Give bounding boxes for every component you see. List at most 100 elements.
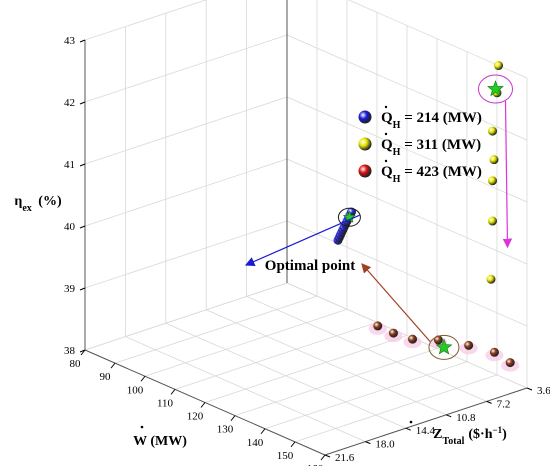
wall-gridline [84,220,288,289]
c-axis-label-unit: ($·h [468,427,492,442]
optimal-star [435,338,453,355]
c-tick-label: 10.8 [456,412,476,424]
z-tick-label: 41 [64,159,75,171]
legend-label: QH = 311 (MW) [381,137,481,158]
legend-label-dot [384,105,388,109]
c-tick [324,454,331,458]
w-tick-label: 150 [277,450,294,462]
optimal-ring [428,334,460,360]
z-tick-label: 40 [64,221,76,233]
c-tick [446,414,452,418]
optimal-ring [478,74,513,104]
data-point [433,335,443,345]
z-axis-label-sub: ex [22,203,31,214]
w-tick [140,375,146,382]
wall-gridline [84,0,207,41]
floor-gridline [114,295,318,364]
w-tick-label: 80 [70,358,82,370]
wall-gridline [286,96,528,203]
c-tick [526,387,533,391]
w-tick [110,362,116,369]
z-axis-label: ηex (%) [14,194,62,214]
w-tick-label: 160 [307,463,324,466]
data-point [464,340,474,350]
z-tick [79,101,86,105]
data-point [488,176,497,186]
data-point [488,126,497,136]
floor-gridline [206,309,447,416]
arrow-to-optimal [244,214,360,267]
wall-gridline [84,96,288,165]
legend-label-sub: H [393,120,401,131]
w-tick-label: 120 [187,411,204,423]
c-tick-label: 7.2 [497,398,511,410]
wall-gridline [286,158,528,265]
floor-gridline [234,348,438,417]
arrow-to-optimal [502,101,513,249]
z-tick-label: 42 [64,97,75,109]
w-tick-label: 110 [157,397,174,409]
c-axis-label: ZTotal ($·h−1) [433,425,507,447]
data-point [488,216,497,226]
wall-gridline [84,282,288,351]
data-point [388,328,398,338]
w-tick [290,441,296,448]
floor-gridline [165,322,406,429]
floor-gridline [294,374,498,443]
legend-marker [358,137,372,151]
data-point [489,347,499,357]
legend-label-text: = 423 (MW) [400,164,481,180]
w-tick [170,389,176,395]
w-tick-label: 130 [217,424,234,436]
wall-gridline [286,220,528,327]
c-tick [405,427,411,431]
c-axis-label-end: ) [502,427,507,442]
z-tick-label: 39 [64,283,76,295]
c-tick-label: 3.6 [537,385,550,397]
z-axis-label-unit: (%) [35,194,62,209]
data-point [486,274,496,284]
w-axis-label-dot [140,425,144,429]
c-axis-line [324,387,528,456]
floor-gridline [144,308,348,377]
wall-gridline [286,34,528,141]
c-tick-label: 21.6 [335,452,355,464]
legend-label-text: = 311 (MW) [400,137,481,153]
legend-label: QH = 423 (MW) [381,164,482,185]
floor-gridline [246,296,487,402]
optimal-ring [337,207,361,227]
legend-label-dot [384,132,388,136]
legend-label-dot [384,159,388,163]
z-tick [79,225,86,229]
wall-gridline [84,34,288,103]
w-tick [230,415,236,421]
floor-gridline [125,336,366,442]
w-tick [200,402,206,408]
w-tick-label: 100 [127,384,144,396]
data-point [489,155,499,165]
z-tick [79,39,86,43]
data-point [494,61,503,71]
c-tick [486,400,492,404]
wall-gridline [286,282,528,389]
legend-label-sub: H [393,147,401,158]
legend-label: QH = 214 (MW) [381,110,482,131]
data-point [505,358,515,368]
w-axis-label: W (MW) [133,434,187,449]
annotation-optimal-point: Optimal point [265,258,355,274]
z-tick-label: 38 [64,345,76,357]
w-tick [320,454,326,461]
z-tick [79,287,86,291]
w-tick-label: 140 [247,437,264,449]
legend-marker [358,110,372,124]
c-axis-label-sup: −1 [493,425,503,435]
legend-label-sub: H [393,174,401,185]
c-tick [365,441,371,445]
w-tick-label: 90 [100,371,112,383]
c-axis-label-sub: Total [443,436,465,447]
wall-gridline [347,0,528,79]
z-tick [79,163,86,167]
data-point [408,334,418,344]
